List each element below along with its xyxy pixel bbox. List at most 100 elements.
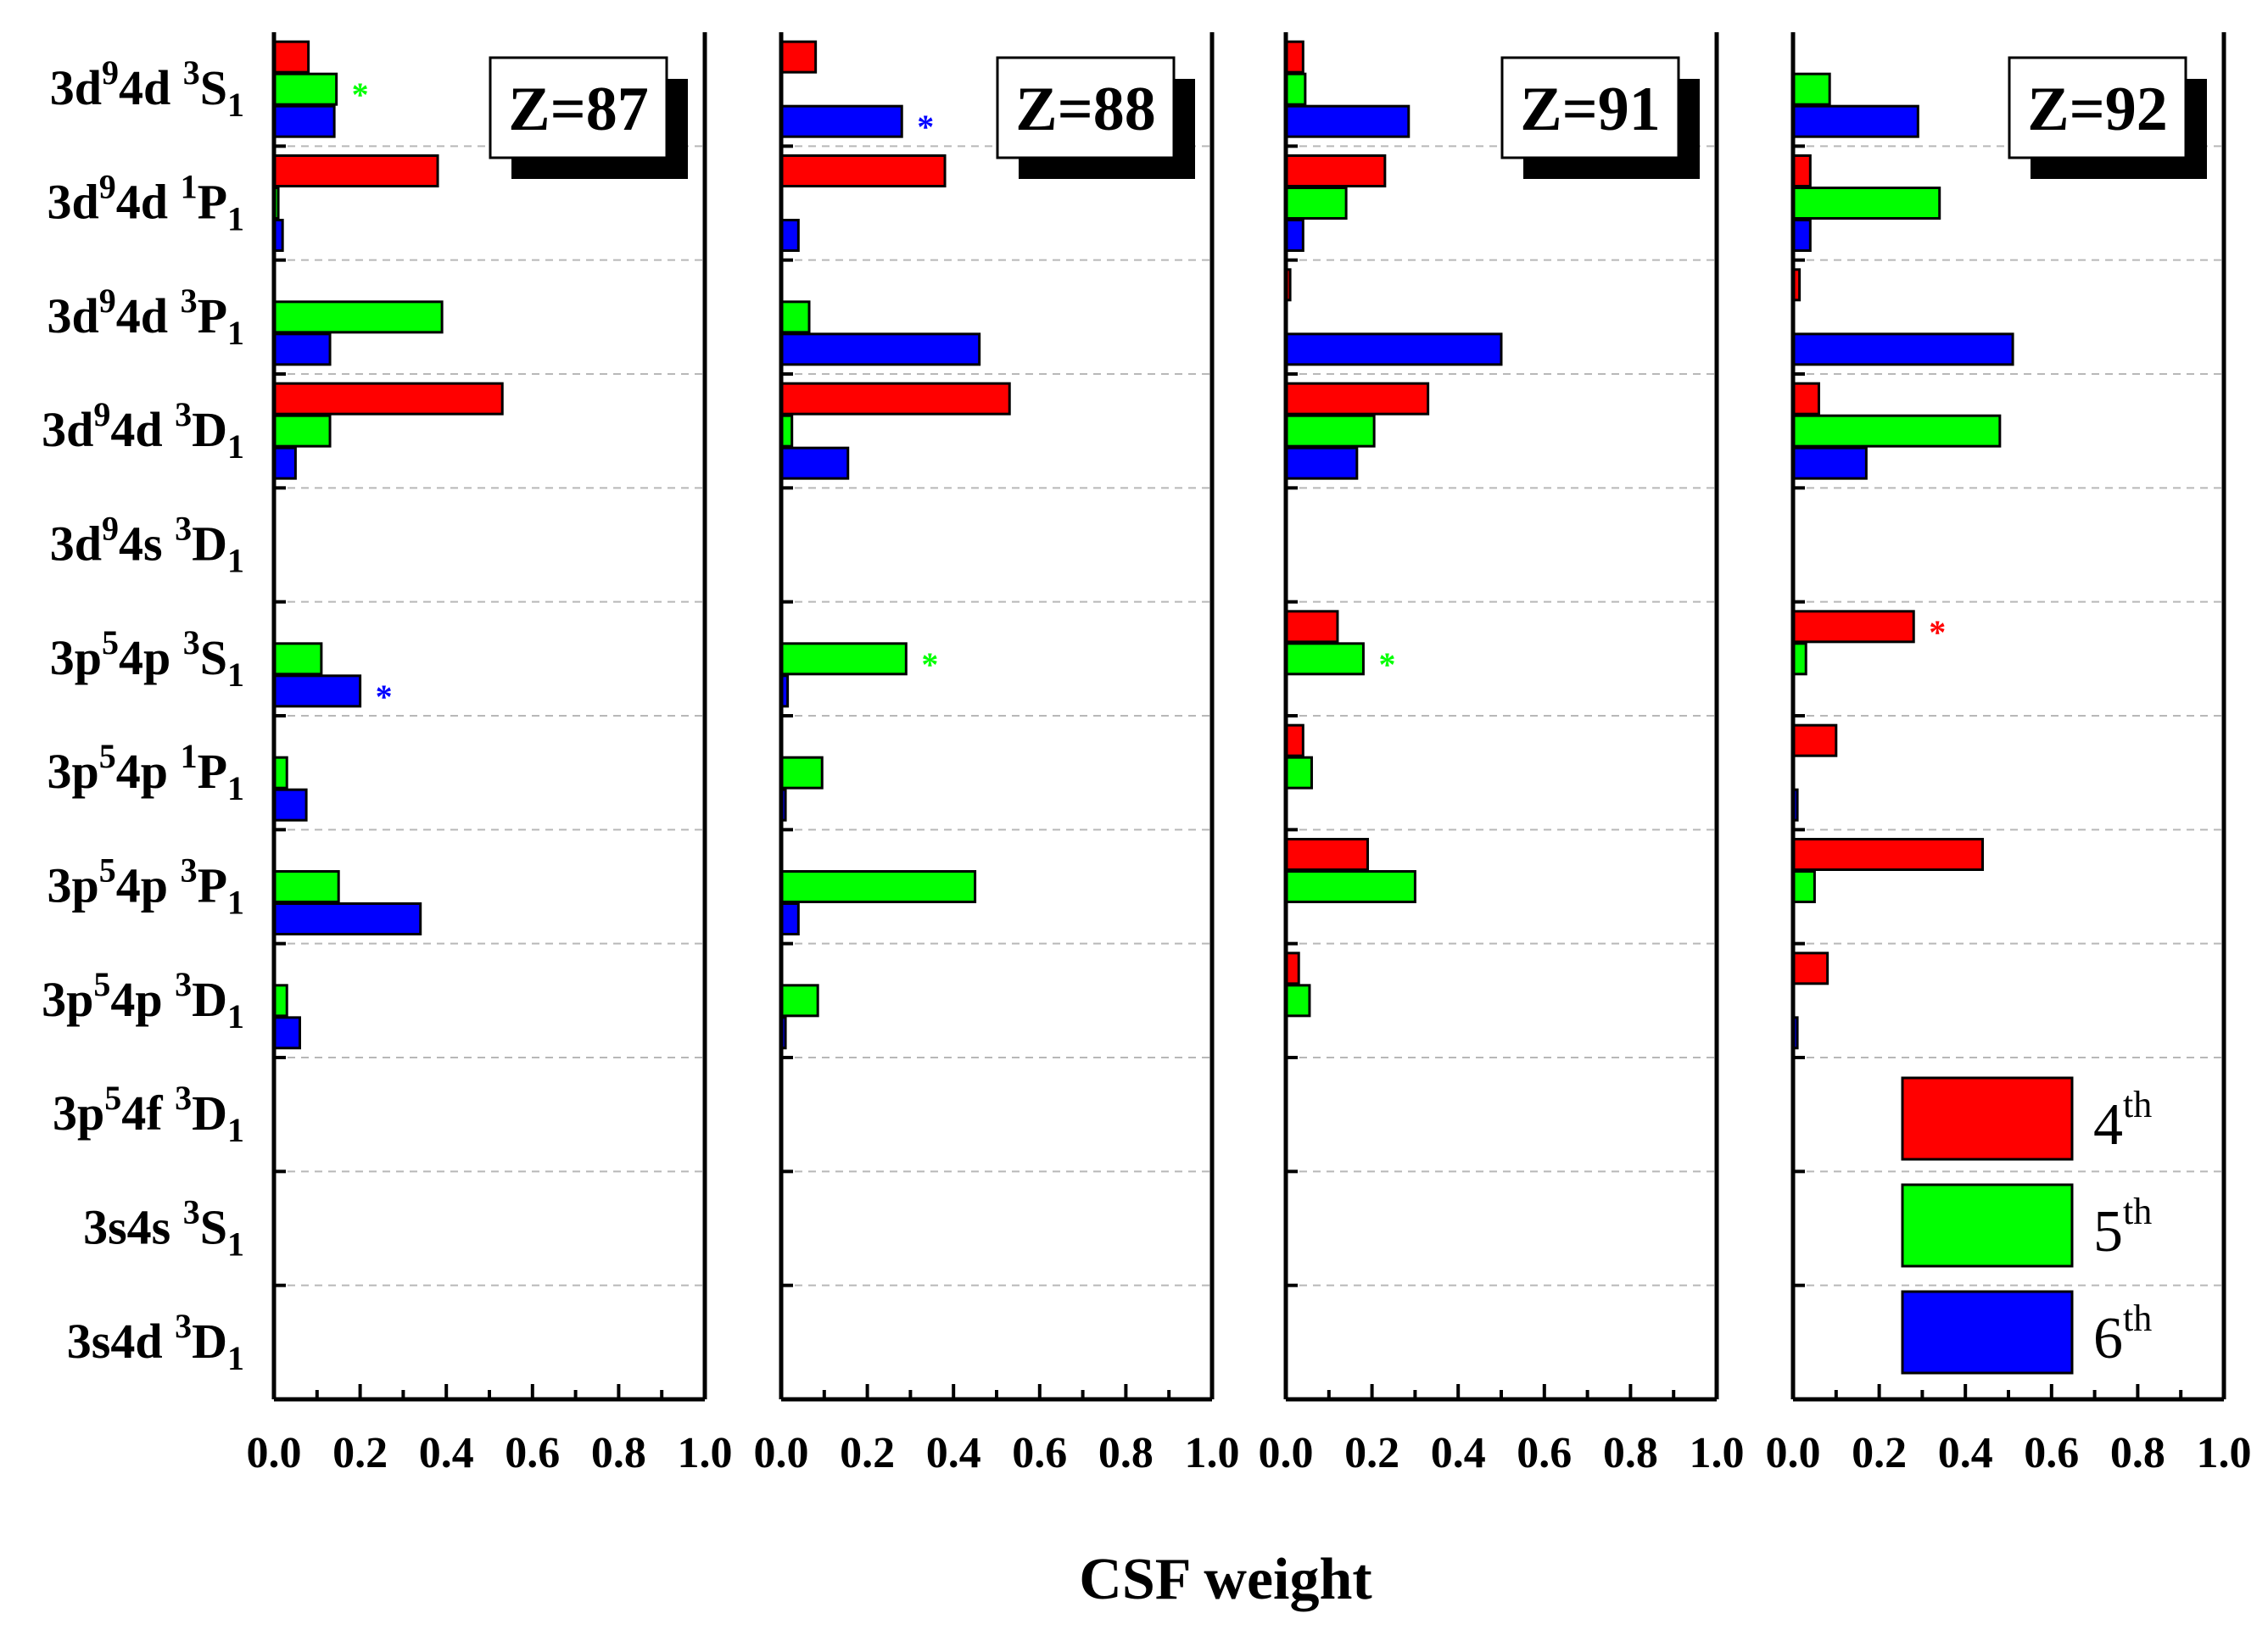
bar-4th-cat-3 [272,382,504,416]
bar-5th-cat-1 [1791,187,1941,220]
x-tick-label: 0.2 [332,1429,388,1477]
bar-5th-cat-5 [1284,642,1365,676]
x-tick-label: 0.4 [926,1429,981,1477]
bar-5th-cat-6 [1284,756,1313,790]
x-tick-label: 1.0 [1185,1429,1240,1477]
bar-6th-cat-1 [1284,219,1304,252]
bar-6th-cat-1 [1791,219,1812,252]
legend-swatch-4th [1901,1076,2074,1161]
bar-6th-cat-3 [1284,446,1359,480]
panel-z88: * * 0.0 0.2 0.4 0.6 0.8 1.0 Z=88 [754,32,1240,1477]
bar-5th-cat-2 [272,300,444,334]
x-tick-label: 1.0 [678,1429,733,1477]
x-tick-label: 0.6 [1517,1429,1572,1477]
bar-5th-cat-7 [1791,870,1816,903]
x-tick-label: 0.0 [754,1429,809,1477]
category-label: 3s4d 3D1 [67,1307,244,1377]
bar-4th-cat-1 [1284,154,1387,187]
bar-5th-cat-7 [272,870,340,903]
bar-6th-cat-1 [779,219,800,252]
x-tick-label: 0.0 [1766,1429,1821,1477]
category-label: 3p54p 3S1 [50,623,244,694]
legend-swatch-6th [1901,1290,2074,1375]
bar-4th-cat-5 [1791,610,1915,644]
x-tick-label: 0.4 [1431,1429,1486,1477]
bar-6th-cat-5 [272,674,362,708]
bar-4th-cat-1 [1791,154,1812,187]
bar-6th-cat-7 [779,902,800,935]
title-box [489,56,668,159]
x-tick-label: 1.0 [1690,1429,1745,1477]
x-tick-label: 0.2 [1852,1429,1907,1477]
category-label: 3p54f 3D1 [53,1079,244,1149]
category-label: 3d94d 3P1 [47,282,244,352]
x-tick-label: 0.0 [1259,1429,1314,1477]
bar-4th-cat-0 [272,40,310,74]
x-tick-label: 0.0 [247,1429,302,1477]
bar-5th-cat-7 [779,870,977,903]
bar-5th-cat-5 [272,642,323,676]
legend-swatch-5th [1901,1183,2074,1268]
bar-4th-cat-0 [1284,40,1304,74]
title-box [1500,56,1680,159]
panel-z87: * * 0.0 0.2 0.4 0.6 0.8 1.0 Z=87 [247,32,733,1477]
bar-4th-cat-5 [1284,610,1339,644]
bar-5th-cat-0 [272,72,338,106]
x-tick-label: 0.8 [1098,1429,1154,1477]
bar-4th-cat-6 [1791,723,1838,757]
bar-6th-cat-0 [1284,104,1411,138]
bar-6th-cat-8 [272,1016,301,1050]
x-tick-label: 0.6 [505,1429,560,1477]
category-label: 3s4s 3S1 [83,1193,244,1264]
significance-star: * [917,108,934,146]
panel-title: Z=88 [1015,75,1156,144]
bar-6th-cat-6 [272,788,308,822]
bar-5th-cat-6 [779,756,824,790]
x-axis-title: CSF weight [1079,1547,1371,1612]
bar-5th-cat-3 [1791,414,2002,448]
bar-4th-cat-1 [272,154,439,187]
bar-6th-cat-2 [272,332,332,366]
panel-z92: * 0.0 0.2 0.4 0.6 0.8 1.0 Z=92 [1766,32,2252,1477]
bar-4th-cat-0 [779,40,818,74]
category-label: 3d94d 3D1 [42,395,244,466]
bar-6th-cat-2 [779,332,981,366]
bar-6th-cat-0 [272,104,336,138]
bar-5th-cat-8 [1284,984,1311,1018]
category-labels: 3d94d 3S1 3d94d 1P1 3d94d 3P1 3d94d 3D1 3d94… [42,53,244,1377]
category-label: 3d94d 3S1 [50,53,244,124]
category-label: 3p54p 1P1 [47,737,244,807]
bar-6th-cat-3 [272,446,297,480]
panel-title: Z=92 [2027,75,2168,144]
bar-5th-cat-0 [1791,72,1831,106]
bar-4th-cat-6 [1284,723,1304,757]
bar-5th-cat-2 [779,300,811,334]
category-label: 3p54p 3P1 [47,851,244,922]
x-tick-label: 0.8 [1603,1429,1658,1477]
bar-5th-cat-1 [1284,187,1348,220]
x-tick-label: 0.6 [1012,1429,1067,1477]
bar-4th-cat-1 [779,154,947,187]
legend-label-6th: 6th [2093,1298,2152,1371]
title-box [996,56,1176,159]
bar-5th-cat-7 [1284,870,1416,903]
panels: * * 0.0 0.2 0.4 0.6 0.8 1.0 Z=87 * * 0.0 0.2 0.4 0.6 0.… [247,32,2252,1477]
bar-4th-cat-3 [779,382,1011,416]
x-tick-label: 0.2 [840,1429,895,1477]
bar-6th-cat-2 [1284,332,1503,366]
bar-5th-cat-8 [779,984,819,1018]
bar-4th-cat-7 [1284,838,1370,871]
x-tick-label: 0.4 [1938,1429,1993,1477]
significance-star: * [352,75,369,114]
bar-4th-cat-3 [1791,382,1820,416]
legend-label-5th: 5th [2093,1191,2152,1264]
category-label: 3d94d 1P1 [47,168,244,238]
panel-title: Z=91 [1520,75,1661,144]
category-label: 3d94s 3D1 [50,510,244,580]
bar-5th-cat-3 [1284,414,1376,448]
x-tick-label: 0.4 [419,1429,474,1477]
x-tick-label: 0.2 [1344,1429,1399,1477]
legend: 4th 5th 6th [1901,1076,2152,1375]
bar-6th-cat-7 [272,902,422,935]
title-box [2008,56,2187,159]
